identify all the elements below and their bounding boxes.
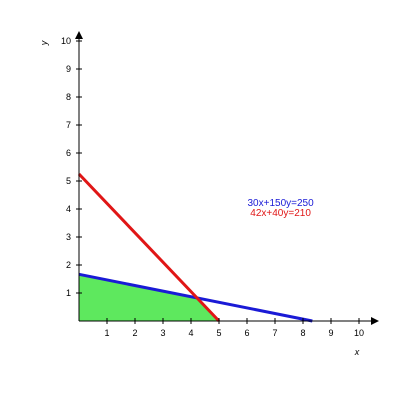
x-tick-label: 5 [216,328,221,338]
x-tick-label: 7 [272,328,277,338]
y-tick-label: 6 [66,148,71,158]
y-tick-label: 8 [66,92,71,102]
feasible-region [79,274,219,321]
y-axis-arrow-icon [75,31,83,39]
y-tick-label: 5 [66,176,71,186]
series-line-2 [77,172,221,323]
x-tick-label: 8 [300,328,305,338]
y-tick-label: 9 [66,64,71,74]
x-tick-label: 4 [188,328,193,338]
equation-label-2: 42x+40y=210 [250,208,311,219]
x-tick-label: 9 [328,328,333,338]
y-tick-label: 3 [66,232,71,242]
y-tick-label: 10 [61,36,71,46]
x-tick-label: 1 [104,328,109,338]
x-tick-label: 2 [132,328,137,338]
axes [75,31,379,325]
x-axis-label: x [354,347,360,357]
series-layer [77,172,313,323]
x-tick-label: 10 [354,328,364,338]
y-tick-label: 4 [66,204,71,214]
y-tick-label: 1 [66,288,71,298]
ticks: 1 2 3 4 5 6 7 8 9 10 1 2 3 4 5 6 7 8 9 10 [61,36,364,338]
y-tick-label: 2 [66,260,71,270]
equation-label-1: 30x+150y=250 [248,198,315,209]
x-tick-label: 3 [160,328,165,338]
y-axis-label: y [39,40,49,46]
x-tick-label: 6 [244,328,249,338]
y-tick-label: 7 [66,120,71,130]
x-axis-arrow-icon [371,317,379,325]
